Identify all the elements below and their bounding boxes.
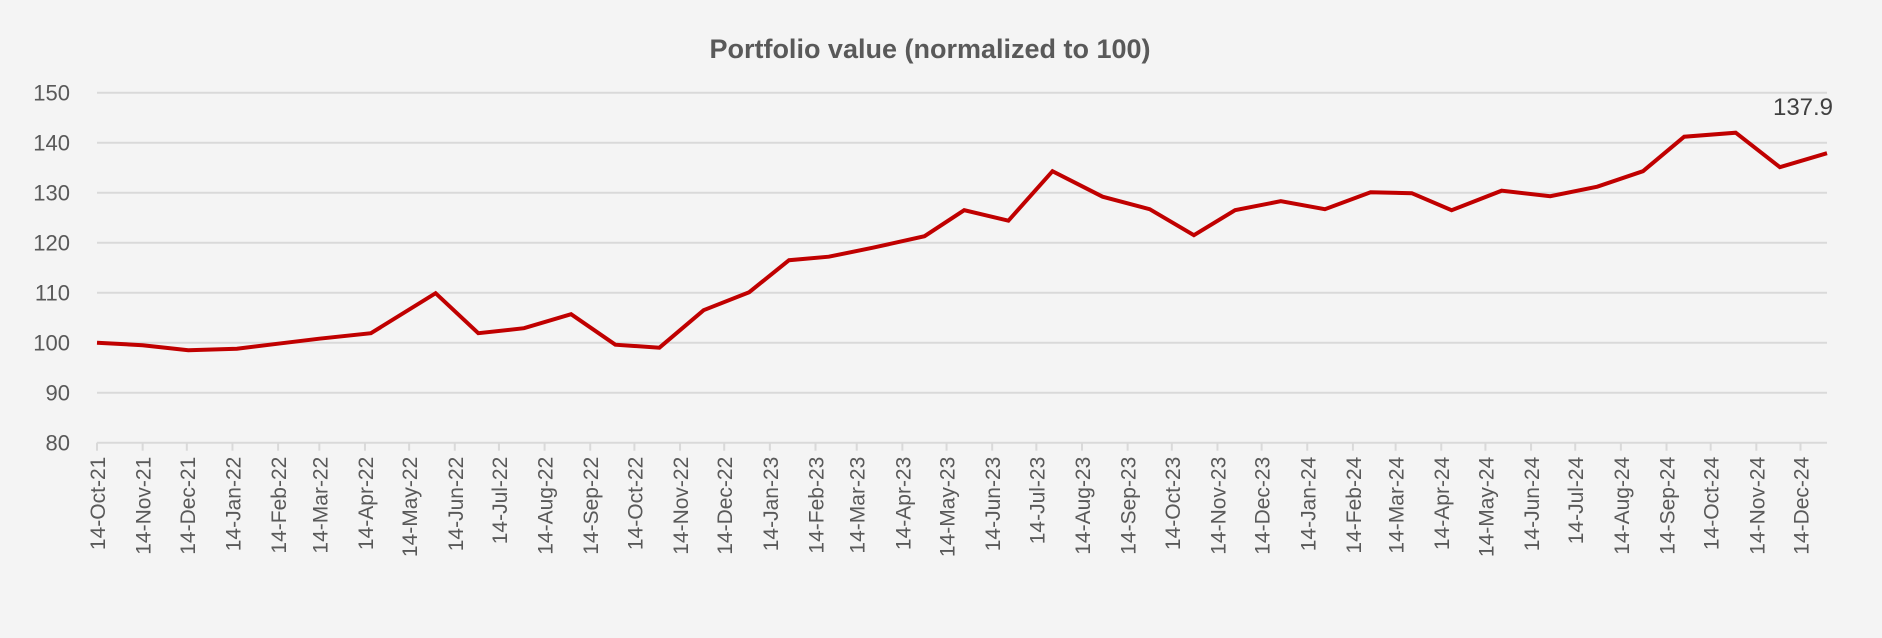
x-tick-label: 14-Feb-24 [1343,456,1366,553]
x-tick-label: 14-Jul-22 [489,457,512,545]
gridlines [97,91,1827,444]
x-tick-label: 14-Feb-23 [806,457,829,554]
x-tick-label: 14-Dec-21 [177,457,200,555]
data-label-last: 137.9 [1773,94,1833,121]
x-tick-label: 14-Nov-21 [133,457,156,555]
x-tick-label: 14-Mar-24 [1386,456,1409,553]
y-tick-label: 120 [33,231,70,256]
x-tick-label: 14-Apr-24 [1431,456,1454,550]
y-tick-label: 100 [33,331,70,356]
x-tick-label: 14-Aug-22 [535,457,558,555]
x-axis: 14-Oct-21 14-Nov-21 14-Dec-21 14-Jan-22 14-F… [87,442,1813,557]
x-tick-label: 14-May-23 [937,457,960,557]
y-tick-label: 110 [35,281,70,306]
x-tick-label: 14-Sep-24 [1657,456,1680,554]
x-tick-label: 14-Jan-24 [1297,456,1320,551]
x-tick-label: 14-Jun-24 [1521,456,1544,551]
x-tick-label: 14-Nov-24 [1746,456,1769,554]
y-tick-label: 90 [46,381,70,406]
x-tick-label: 14-Oct-24 [1701,456,1724,550]
y-axis: 80 90 100 110 120 130 140 150 [33,81,70,456]
y-tick-label: 150 [33,81,70,106]
x-tick-label: 14-Dec-23 [1252,457,1275,555]
x-tick-label: 14-Oct-22 [624,457,647,550]
x-tick-label: 14-Jan-23 [760,457,783,552]
x-tick-label: 14-Apr-23 [892,457,915,550]
y-tick-label: 80 [46,431,70,456]
x-tick-label: 14-Dec-22 [714,457,737,555]
x-tick-label: 14-Jun-22 [445,457,468,552]
x-tick-label: 14-May-24 [1475,456,1498,557]
series [96,130,1828,353]
x-tick-label: 14-Dec-24 [1790,456,1813,554]
y-tick-label: 130 [33,181,70,206]
y-tick-label: 140 [33,131,70,156]
x-tick-label: 14-Jul-23 [1026,457,1049,545]
x-tick-label: 14-Sep-23 [1118,457,1141,555]
x-tick-label: 14-Oct-21 [87,457,110,550]
x-tick-label: 14-Mar-22 [309,457,332,554]
chart-title: Portfolio value (normalized to 100) [709,34,1150,64]
x-tick-label: 14-Feb-22 [268,457,291,554]
series-line [96,130,1828,353]
x-tick-label: 14-Jul-24 [1565,456,1588,544]
x-tick-label: 14-Nov-22 [670,457,693,555]
x-tick-label: 14-Jun-23 [982,457,1005,552]
x-tick-label: 14-Apr-22 [355,457,378,550]
x-tick-label: 14-Aug-24 [1611,456,1634,554]
x-tick-label: 14-Oct-23 [1162,457,1185,550]
x-tick-label: 14-Nov-23 [1207,457,1230,555]
x-tick-label: 14-May-22 [399,457,422,557]
x-tick-label: 14-Sep-22 [580,457,603,555]
x-tick-label: 14-Aug-23 [1072,457,1095,555]
x-tick-label: 14-Mar-23 [847,457,870,554]
x-tick-label: 14-Jan-22 [222,457,245,552]
